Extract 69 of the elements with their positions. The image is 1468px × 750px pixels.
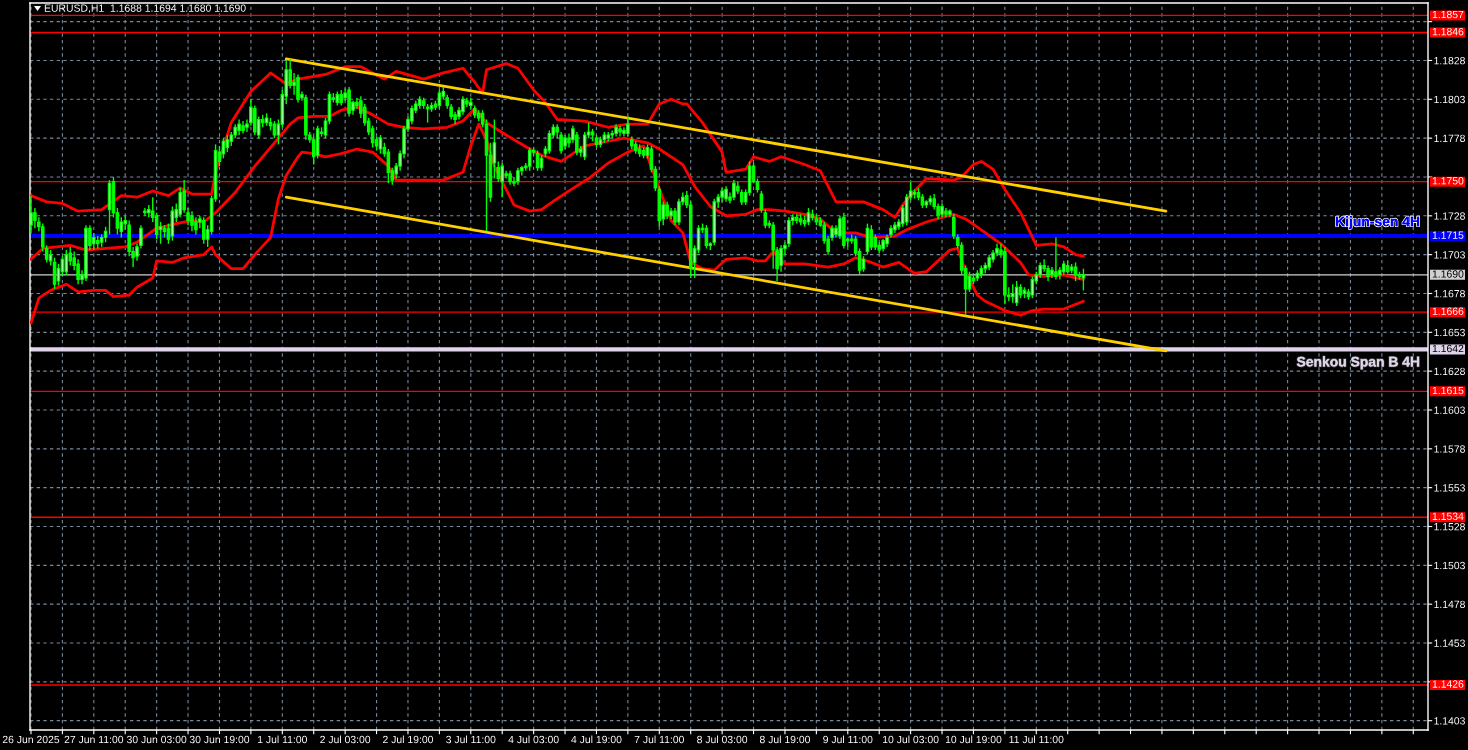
x-tick-label: 27 Jun 11:00 bbox=[64, 735, 124, 744]
candlestick bbox=[64, 249, 69, 276]
x-tick-label: 11 Jul 11:00 bbox=[1009, 735, 1064, 744]
ref-line-label: 1.1857 bbox=[1432, 10, 1464, 19]
candlestick bbox=[296, 73, 300, 104]
x-tick-label: 8 Jul 19:00 bbox=[759, 735, 811, 744]
ref-line-label: 1.1615 bbox=[1432, 386, 1464, 395]
x-tick-label: 7 Jul 11:00 bbox=[634, 735, 684, 744]
x-tick-label: 4 Jul 19:00 bbox=[571, 735, 622, 744]
candlestick bbox=[1081, 267, 1086, 292]
candlestick bbox=[347, 86, 351, 118]
x-tick-label: 1 Jul 11:00 bbox=[258, 735, 307, 744]
x-tick-label: 10 Jul 03:00 bbox=[883, 735, 939, 744]
candlestick bbox=[1054, 236, 1058, 281]
candlestick bbox=[33, 207, 37, 229]
y-tick-label: 1.1453 bbox=[1434, 639, 1465, 647]
ref-line-label: 1.1666 bbox=[1432, 307, 1464, 315]
y-tick-label: 1.1728 bbox=[1434, 212, 1465, 220]
candlestick bbox=[626, 115, 630, 138]
candlestick bbox=[378, 134, 383, 155]
y-tick-label: 1.1703 bbox=[1434, 251, 1465, 259]
y-tick-label: 1.1678 bbox=[1434, 289, 1465, 298]
y-tick-label: 1.1603 bbox=[1434, 406, 1465, 414]
y-tick-label: 1.1528 bbox=[1434, 523, 1465, 531]
chart-title: EURUSD,H1 1.1688 1.1694 1.1680 1.1690 bbox=[44, 4, 246, 14]
ref-line-label: 1.1690 bbox=[1432, 270, 1464, 278]
y-tick-label: 1.1828 bbox=[1434, 56, 1465, 65]
y-tick-label: 1.1653 bbox=[1434, 328, 1465, 337]
candlestick bbox=[154, 212, 159, 240]
x-tick-label: 10 Jul 19:00 bbox=[945, 735, 1002, 744]
x-tick-label: 2 Jul 03:00 bbox=[320, 735, 371, 744]
candlestick bbox=[1073, 261, 1078, 282]
candlestick bbox=[143, 207, 147, 217]
ref-line-label: 1.1534 bbox=[1432, 512, 1464, 520]
y-tick-label: 1.1778 bbox=[1434, 134, 1465, 143]
x-tick-label: 9 Jul 11:00 bbox=[823, 735, 873, 744]
candlestick bbox=[1014, 280, 1019, 307]
candlestick bbox=[425, 103, 430, 124]
candlestick bbox=[547, 129, 552, 155]
candlestick bbox=[622, 126, 626, 138]
candlestick bbox=[292, 72, 296, 96]
x-tick-label: 3 Jul 11:00 bbox=[446, 735, 496, 744]
y-tick-label: 1.1503 bbox=[1434, 561, 1465, 570]
candlestick bbox=[30, 194, 33, 234]
y-tick-label: 1.1578 bbox=[1434, 445, 1465, 453]
y-tick-label: 1.1803 bbox=[1434, 95, 1465, 104]
candlestick bbox=[355, 97, 359, 110]
annotation: Kijun-sen 4H bbox=[1336, 216, 1420, 230]
ref-line-label: 1.1750 bbox=[1432, 177, 1464, 185]
x-tick-label: 4 Jul 03:00 bbox=[508, 735, 559, 744]
candlestick bbox=[190, 210, 194, 233]
x-tick-label: 30 Jun 19:00 bbox=[189, 735, 250, 744]
y-tick-label: 1.1628 bbox=[1434, 367, 1465, 376]
x-tick-label: 30 Jun 03:00 bbox=[126, 735, 187, 744]
ref-line-label: 1.1846 bbox=[1432, 27, 1464, 36]
x-tick-label: 8 Jul 03:00 bbox=[697, 735, 748, 744]
candlestick bbox=[1030, 275, 1035, 299]
y-tick-label: 1.1403 bbox=[1434, 717, 1465, 725]
x-tick-label: 2 Jul 19:00 bbox=[383, 735, 434, 744]
candlestick bbox=[732, 179, 736, 201]
ref-line-label: 1.1715 bbox=[1432, 231, 1464, 239]
candlestick bbox=[500, 162, 504, 198]
y-tick-label: 1.1553 bbox=[1434, 484, 1465, 492]
x-tick-label: 26 Jun 2025 bbox=[2, 735, 60, 744]
ref-line-label: 1.1642 bbox=[1432, 344, 1464, 353]
candlestick bbox=[461, 95, 465, 116]
ref-line-label: 1.1426 bbox=[1432, 680, 1464, 688]
annotation: Senkou Span B 4H bbox=[1296, 356, 1420, 370]
y-tick-label: 1.1478 bbox=[1434, 600, 1465, 609]
